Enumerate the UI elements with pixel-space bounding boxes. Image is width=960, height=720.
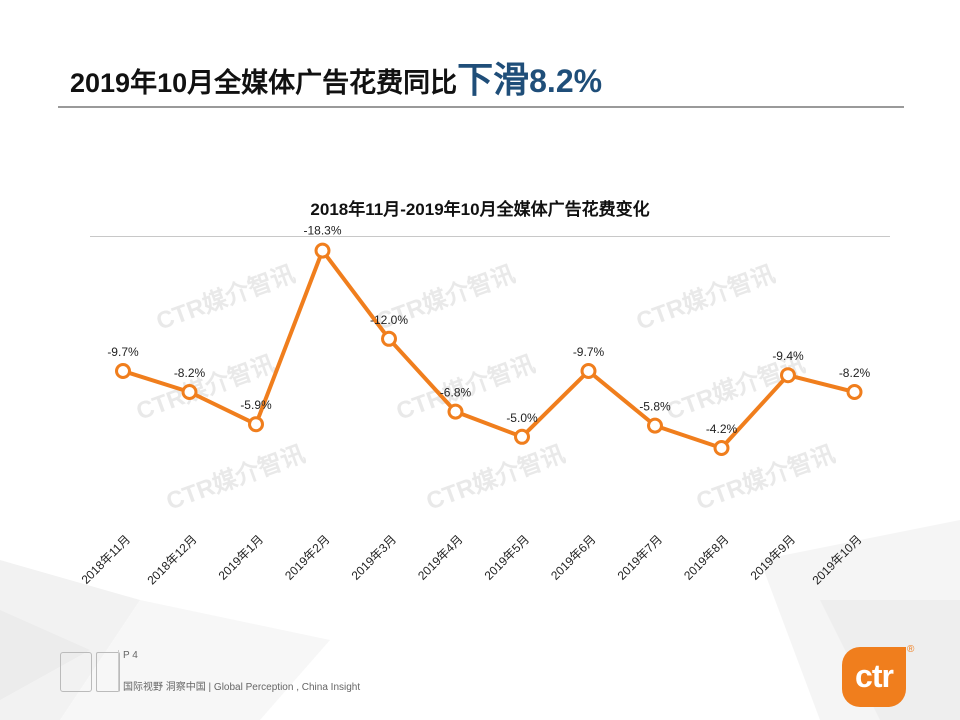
page-number: P 4 [123, 650, 138, 661]
x-tick-label: 2019年1月 [216, 532, 266, 582]
title-highlight: 下滑 [457, 59, 530, 100]
data-label: -4.2% [706, 422, 738, 436]
data-point [115, 363, 131, 379]
x-tick-label: 2019年2月 [282, 532, 332, 582]
page-title: 2019年10月全媒体广告花费同比下滑8.2% [70, 58, 602, 105]
footer-divider [118, 650, 119, 692]
x-tick-label: 2019年10月 [809, 532, 864, 587]
certification-badge-2-icon [96, 652, 120, 692]
watermark-text: CTR媒介智讯 [632, 260, 778, 336]
x-tick-label: 2019年9月 [748, 532, 798, 582]
x-tick-label: 2018年12月 [144, 532, 199, 587]
data-labels: -9.7% -8.2% -5.9% -18.3% -12.0% -6.8% -5.0% -9.… [107, 224, 870, 436]
data-point [713, 440, 730, 456]
data-point [846, 384, 863, 400]
watermark-text: CTR媒介智讯 [162, 440, 308, 516]
data-label: -5.0% [506, 411, 538, 425]
chart-title-divider [90, 236, 890, 237]
certification-badge-icon [60, 652, 92, 692]
title-divider [58, 106, 904, 108]
data-point [314, 242, 331, 259]
footer: P 4 国际视野 洞察中国 | Global Perception , Chin… [60, 650, 460, 700]
data-point [181, 384, 198, 400]
data-label: -18.3% [303, 224, 341, 238]
data-label: -5.8% [639, 400, 671, 414]
data-label: -5.9% [240, 398, 272, 412]
watermark-text: CTR媒介智讯 [132, 350, 278, 426]
x-tick-label: 2018年11月 [79, 532, 134, 587]
x-tick-label: 2019年6月 [548, 532, 598, 582]
x-tick-label: 2019年5月 [482, 532, 532, 582]
data-label: -9.7% [573, 345, 605, 359]
x-tick-label: 2019年8月 [681, 532, 731, 582]
data-label: -6.8% [440, 386, 472, 400]
series-line [122, 248, 855, 450]
data-point [780, 367, 796, 384]
data-label: -8.2% [839, 366, 871, 380]
data-point [580, 363, 597, 379]
watermark-text: CTR媒介智讯 [152, 260, 298, 336]
data-label: -8.2% [174, 366, 206, 380]
data-points [115, 242, 863, 456]
registered-mark: ® [907, 644, 915, 655]
watermark-text: CTR媒介智讯 [422, 440, 568, 516]
ctr-logo: ctr [842, 647, 906, 707]
x-tick-label: 2019年7月 [615, 532, 665, 582]
title-prefix: 2019年10月全媒体广告花费同比 [70, 68, 458, 98]
data-label: -9.4% [772, 349, 804, 363]
data-point [381, 330, 397, 347]
data-label: -12.0% [370, 313, 408, 327]
title-value: 8.2% [529, 63, 603, 99]
data-point [647, 417, 663, 434]
chart-title: 2018年11月-2019年10月全媒体广告花费变化 [310, 200, 650, 219]
data-point [248, 416, 264, 433]
data-point [447, 403, 464, 420]
data-point [514, 428, 530, 445]
data-label: -9.7% [107, 345, 139, 359]
x-tick-label: 2019年4月 [415, 532, 465, 582]
x-axis-tick-labels: 2018年11月 2018年12月 2019年1月 2019年2月 2019年3月 201… [79, 532, 865, 587]
footer-slogan: 国际视野 洞察中国 | Global Perception , China In… [123, 682, 361, 693]
x-tick-label: 2019年3月 [349, 532, 399, 582]
